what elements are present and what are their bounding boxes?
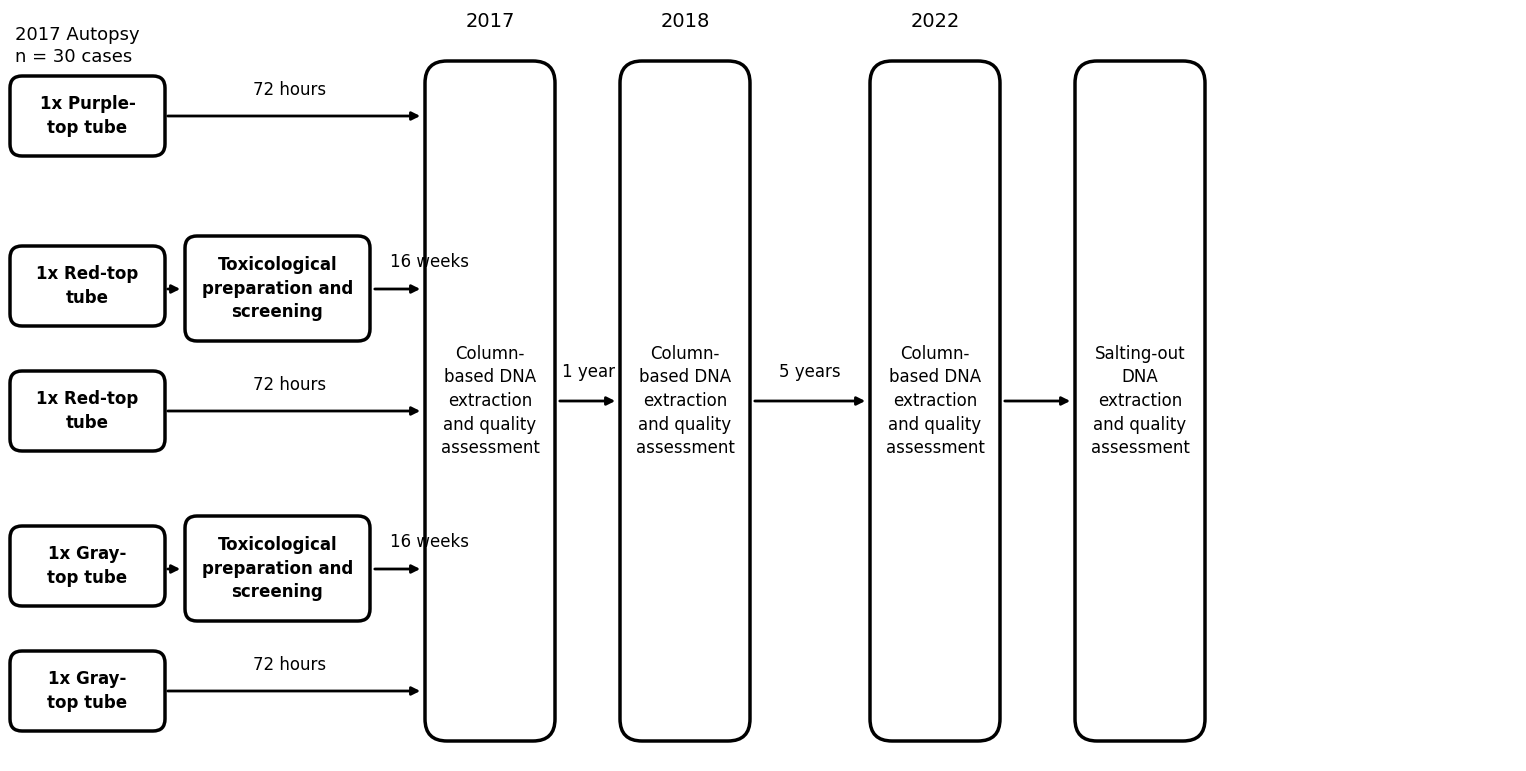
FancyBboxPatch shape [11, 651, 165, 731]
FancyBboxPatch shape [11, 76, 165, 156]
FancyBboxPatch shape [185, 236, 369, 341]
FancyBboxPatch shape [870, 61, 1000, 741]
FancyBboxPatch shape [11, 246, 165, 326]
Text: 16 weeks: 16 weeks [391, 253, 470, 271]
Text: Column-
based DNA
extraction
and quality
assessment: Column- based DNA extraction and quality… [885, 345, 984, 457]
Text: 1x Red-top
tube: 1x Red-top tube [37, 390, 139, 432]
FancyBboxPatch shape [426, 61, 555, 741]
Text: Toxicological
preparation and
screening: Toxicological preparation and screening [201, 256, 353, 321]
Text: 72 hours: 72 hours [253, 656, 327, 674]
Text: 1x Red-top
tube: 1x Red-top tube [37, 265, 139, 307]
Text: 72 hours: 72 hours [253, 376, 327, 394]
Text: Column-
based DNA
extraction
and quality
assessment: Column- based DNA extraction and quality… [635, 345, 734, 457]
Text: Column-
based DNA
extraction
and quality
assessment: Column- based DNA extraction and quality… [441, 345, 539, 457]
Text: 1x Gray-
top tube: 1x Gray- top tube [47, 545, 128, 587]
Text: 2022: 2022 [911, 12, 960, 31]
Text: 1 year: 1 year [562, 363, 615, 381]
Text: 16 weeks: 16 weeks [391, 533, 470, 551]
Text: Salting-out
DNA
extraction
and quality
assessment: Salting-out DNA extraction and quality a… [1091, 345, 1189, 457]
FancyBboxPatch shape [11, 526, 165, 606]
Text: 2017 Autopsy
n = 30 cases: 2017 Autopsy n = 30 cases [15, 26, 139, 66]
FancyBboxPatch shape [620, 61, 749, 741]
Text: 2018: 2018 [661, 12, 710, 31]
Text: 5 years: 5 years [780, 363, 841, 381]
Text: Toxicological
preparation and
screening: Toxicological preparation and screening [201, 536, 353, 601]
FancyBboxPatch shape [185, 516, 369, 621]
Text: 72 hours: 72 hours [253, 81, 327, 99]
Text: 1x Purple-
top tube: 1x Purple- top tube [40, 95, 136, 136]
Text: 1x Gray-
top tube: 1x Gray- top tube [47, 670, 128, 712]
FancyBboxPatch shape [1074, 61, 1206, 741]
Text: 2017: 2017 [465, 12, 514, 31]
FancyBboxPatch shape [11, 371, 165, 451]
